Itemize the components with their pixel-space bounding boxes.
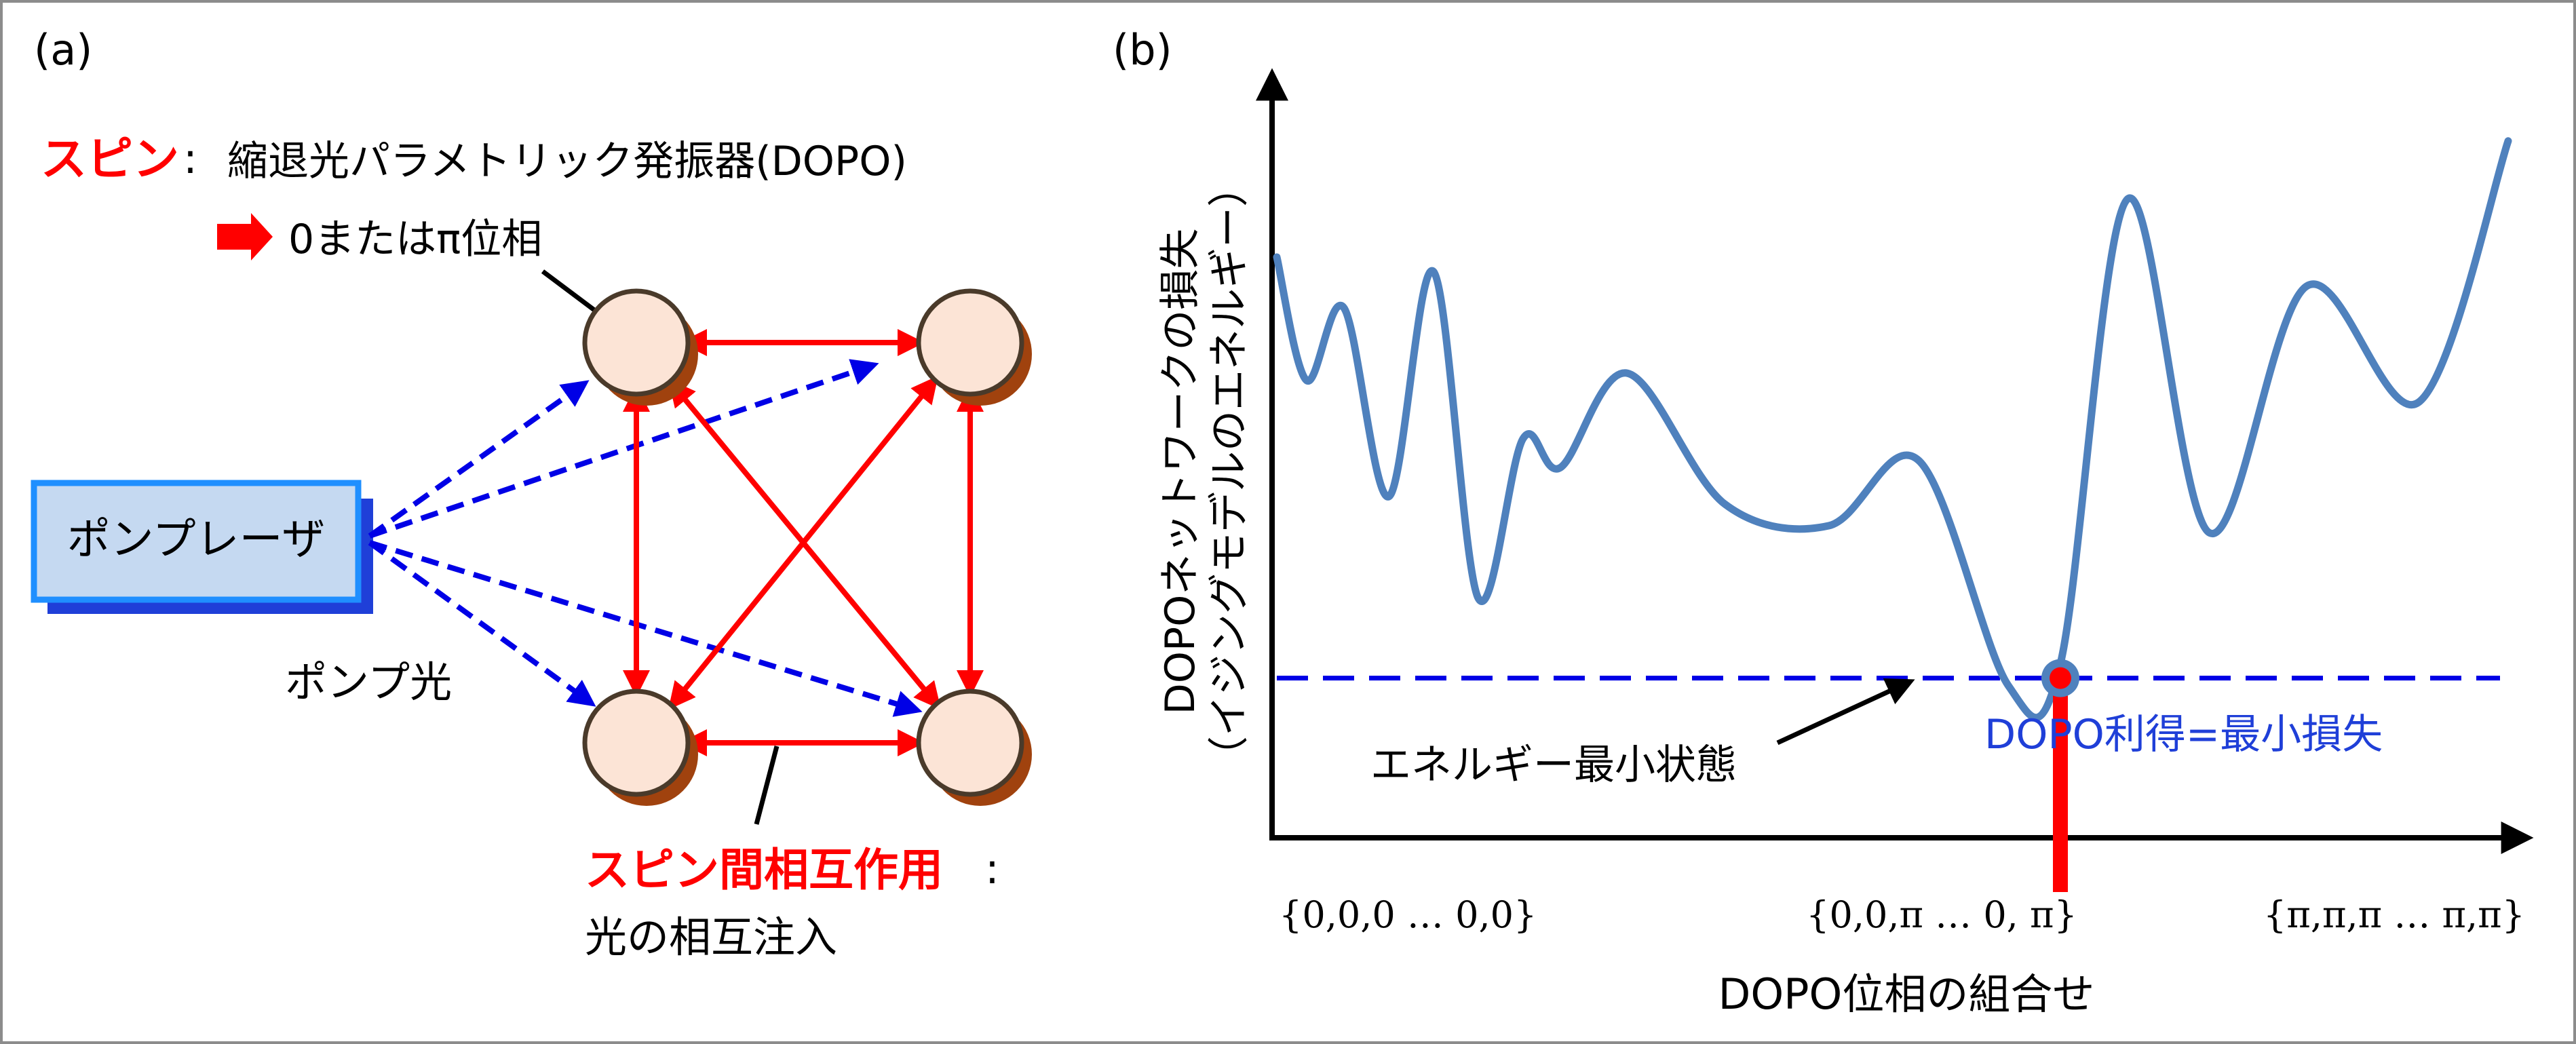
panel-b-label: (b) [1113,25,1172,75]
x-axis-title: DOPO位相の組合せ [1718,969,2095,1019]
interaction-colon: : [985,844,999,893]
gain-label: DOPO利得=最小損失 [1984,711,2383,758]
loss-curve [1273,137,2512,722]
y-axis-title-line2: （イジングモデルのエネルギー） [1206,166,1253,777]
x-tick-label-3: {π,π,π … π,π} [2263,893,2525,936]
interaction-description: 光の相互注入 [585,912,837,962]
dopo-node-top-right [916,288,1032,406]
pump-arrow-top-left [368,380,590,539]
x-tick-label-1: {0,0,0 … 0,0} [1279,893,1537,936]
spin-title: スピン [41,133,179,187]
dopo-node-bottom-left [582,689,698,806]
dopo-node-top-left [582,288,698,406]
y-axis-title-line1: DOPOネットワークの損失 [1157,229,1204,715]
y-axis-title: DOPOネットワークの損失 （イジングモデルのエネルギー） [1157,166,1253,777]
dopo-node-bottom-right [916,689,1032,806]
x-tick-label-2: {0,0,π … 0, π} [1806,893,2077,936]
spin-description: 縮退光パラメトリック発振器(DOPO) [227,138,907,185]
interaction-leader-line [754,746,780,825]
red-block-arrow-icon [217,213,273,260]
spin-colon: : [183,134,197,183]
min-state-arrow [1776,678,1915,746]
pump-laser-label: ポンプレーザ [67,515,326,565]
phase-text: 0またはπ位相 [288,216,542,263]
panel-a-label: (a) [34,25,92,75]
interaction-title: スピン間相互作用 [585,844,943,896]
min-state-label: エネルギー最小状態 [1370,741,1737,789]
minimum-point [2050,667,2071,689]
pump-laser-box [31,480,362,603]
interaction-arrows [623,329,984,756]
interaction-diagonal-2 [668,375,939,710]
pump-light-label: ポンプ光 [285,657,452,707]
pump-arrow-bottom-left [368,540,596,707]
